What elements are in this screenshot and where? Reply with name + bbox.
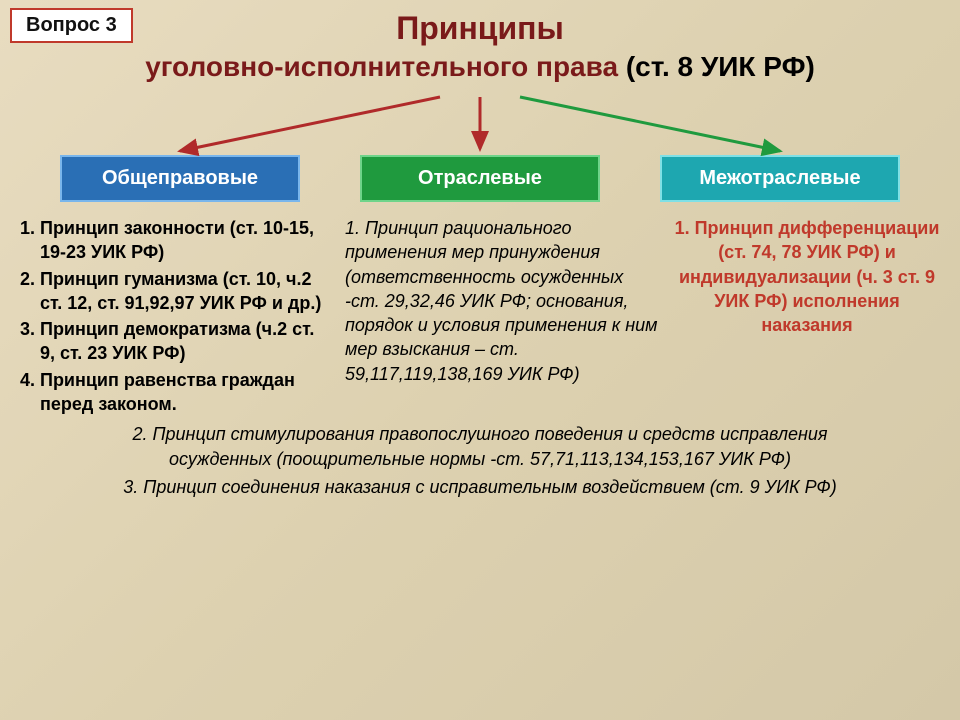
title-red: уголовно-исполнительного права	[145, 51, 618, 82]
col-межотраслевые: 1. Принцип дифференциации (ст. 74, 78 УИ…	[672, 216, 942, 418]
mid-item-3: 3. Принцип соединения наказания с исправ…	[80, 475, 880, 499]
col-общеправовые: Принцип законности (ст. 10-15, 19-23 УИК…	[18, 216, 333, 418]
right-item-1: 1. Принцип дифференциации (ст. 74, 78 УИ…	[672, 216, 942, 337]
list-item: Принцип гуманизма (ст. 10, ч.2 ст. 12, с…	[40, 267, 333, 316]
question-badge: Вопрос 3	[10, 8, 133, 43]
list-item: Принцип демократизма (ч.2 ст. 9, ст. 23 …	[40, 317, 333, 366]
list-item: Принцип равенства граждан перед законом.	[40, 368, 333, 417]
arrows-area	[0, 91, 960, 161]
box-межотраслевые: Межотраслевые	[660, 155, 900, 202]
box-отраслевые: Отраслевые	[360, 155, 600, 202]
mid-item-2: 2. Принцип стимулирования правопослушног…	[80, 422, 880, 471]
arrow-right	[520, 97, 780, 151]
title-line2: уголовно-исполнительного права (ст. 8 УИ…	[0, 51, 960, 83]
mid-item-1: 1. Принцип рационального применения мер …	[345, 216, 660, 386]
title-black: (ст. 8 УИК РФ)	[626, 51, 815, 82]
arrow-left	[180, 97, 440, 151]
box-общеправовые: Общеправовые	[60, 155, 300, 202]
title-block: Принципы уголовно-исполнительного права …	[0, 0, 960, 83]
list-item: Принцип законности (ст. 10-15, 19-23 УИК…	[40, 216, 333, 265]
col-отраслевые: 1. Принцип рационального применения мер …	[345, 216, 660, 418]
columns: Принцип законности (ст. 10-15, 19-23 УИК…	[0, 202, 960, 418]
category-boxes: Общеправовые Отраслевые Межотраслевые	[0, 155, 960, 202]
title-line1: Принципы	[0, 10, 960, 47]
bottom-items: 2. Принцип стимулирования правопослушног…	[0, 418, 960, 499]
